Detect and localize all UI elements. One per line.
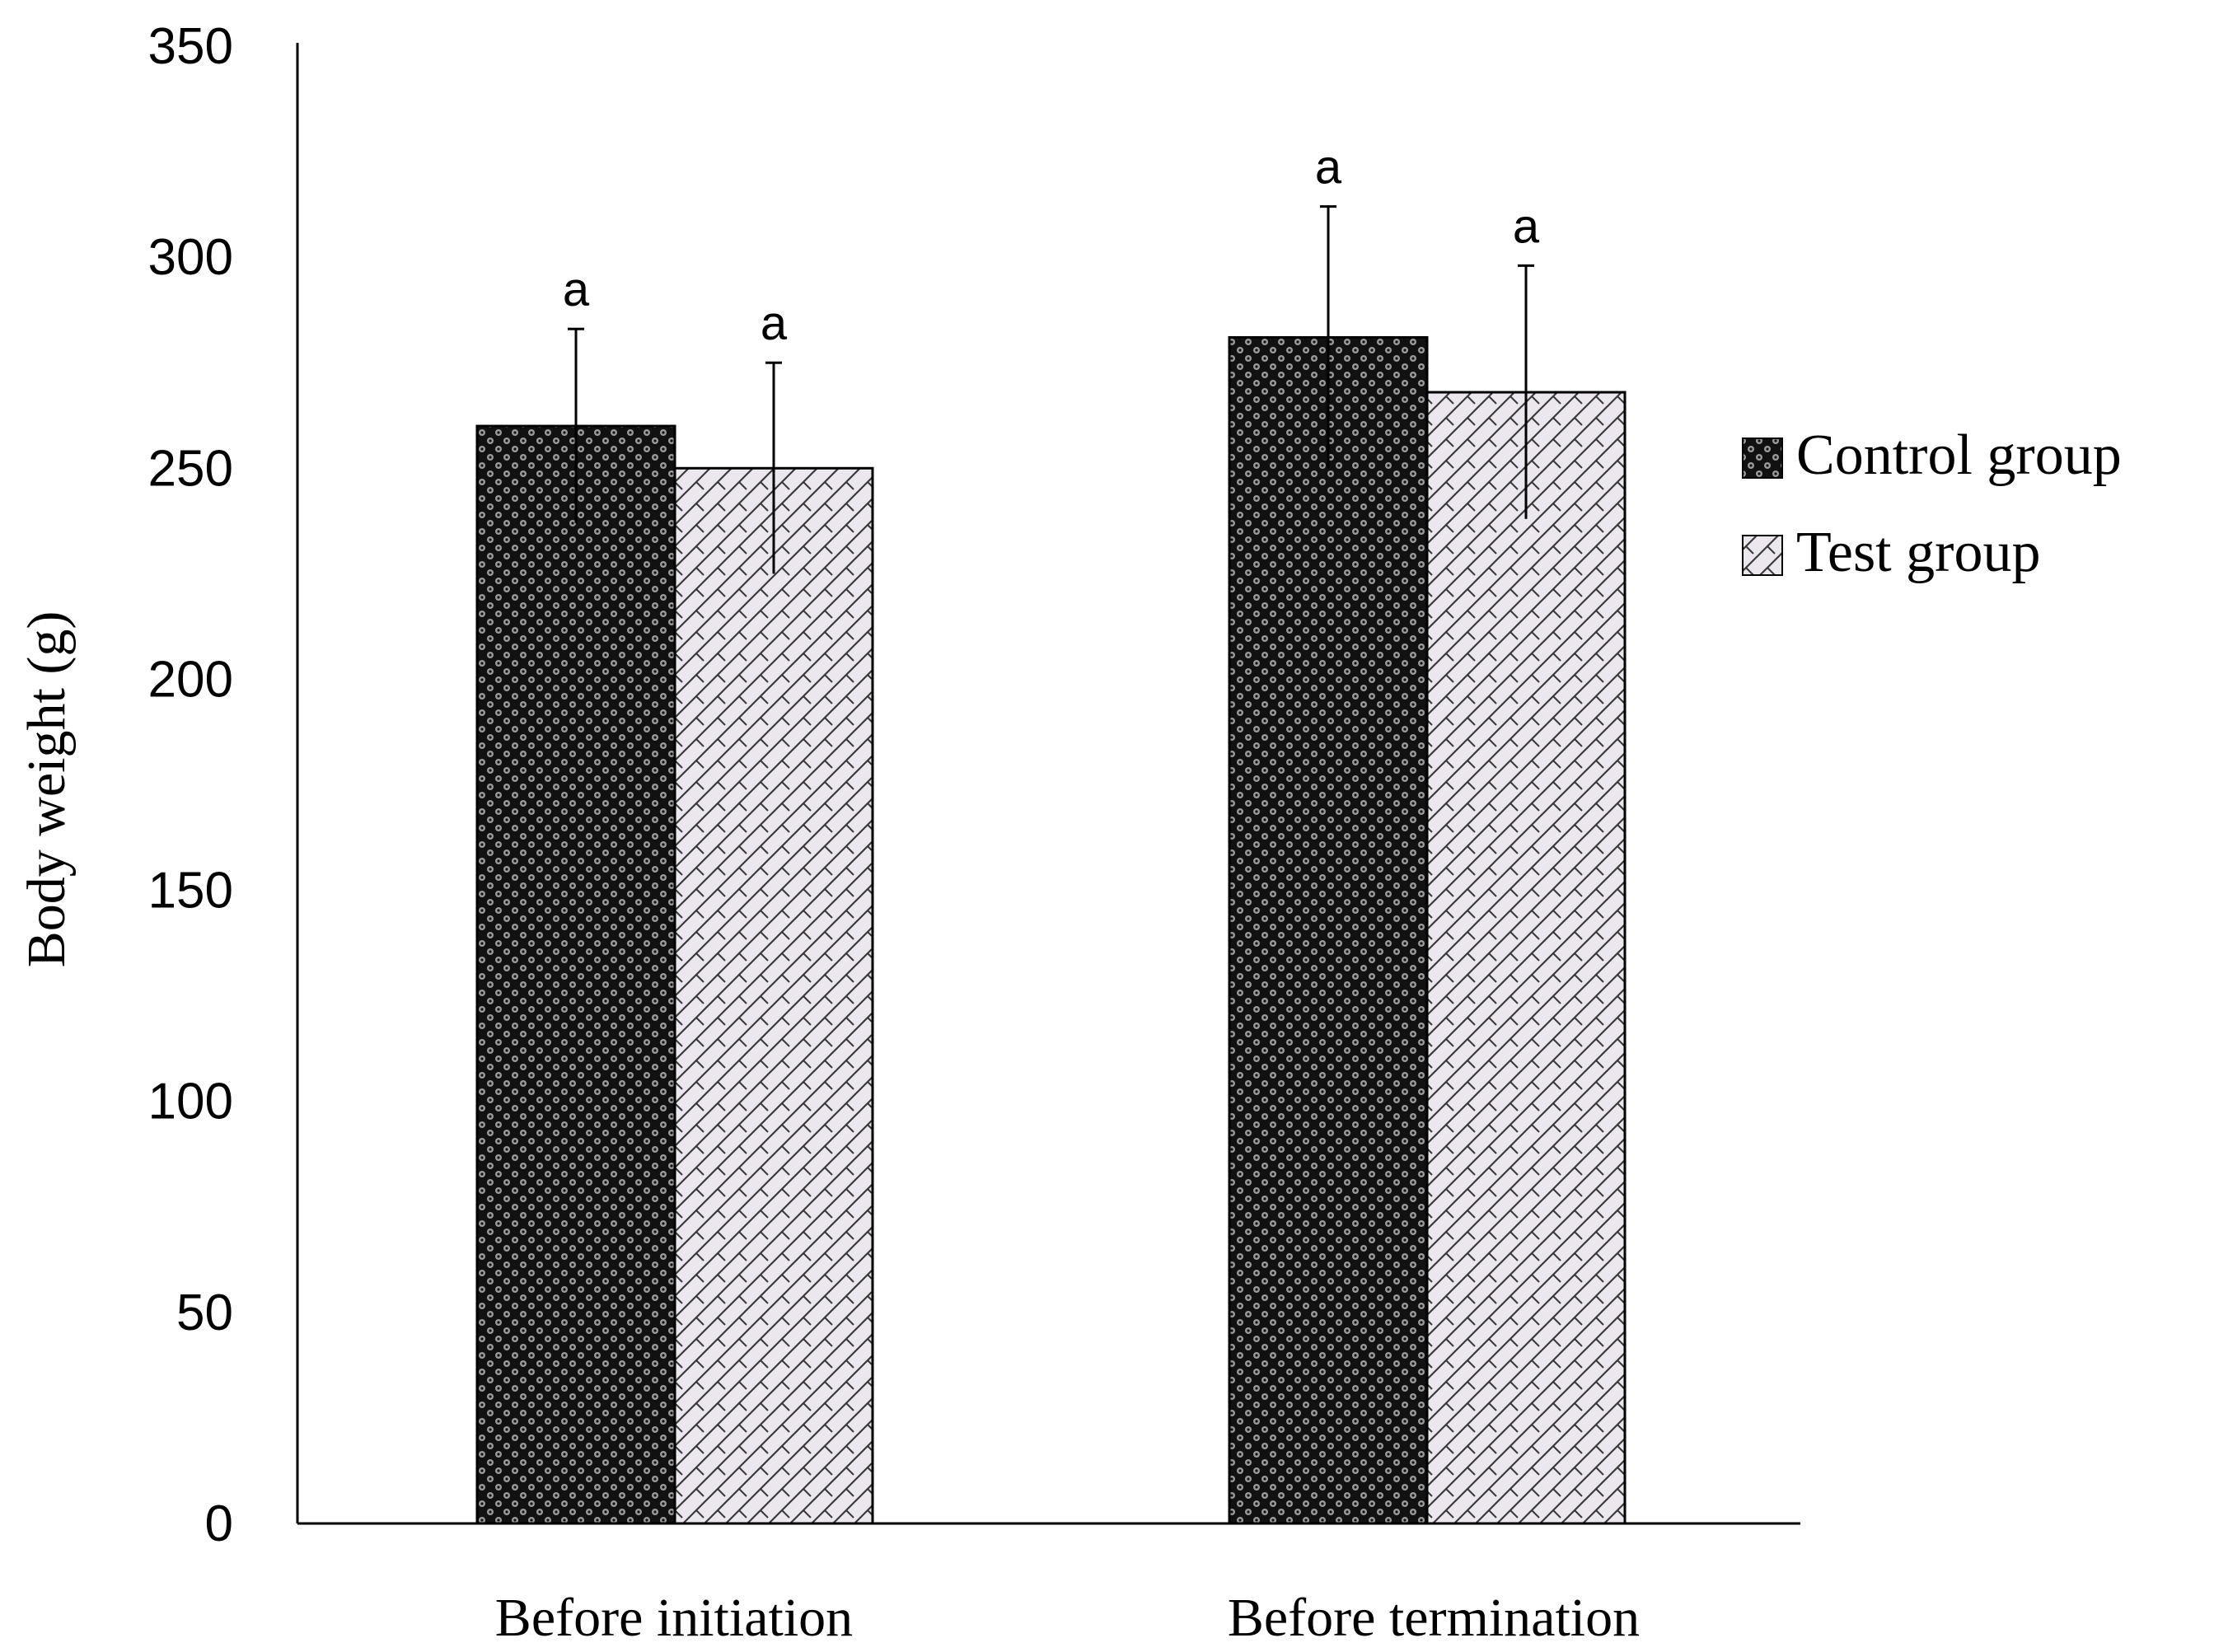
y-tick-label: 50 (176, 1285, 233, 1341)
bar-test-group (1425, 391, 1627, 1525)
y-tick-label: 300 (148, 229, 233, 286)
bar-control-group (475, 424, 676, 1525)
bar-test-group (673, 466, 874, 1525)
significance-label: a (761, 297, 788, 350)
category-label-before-initiation: Before initiation (495, 1588, 853, 1648)
y-tick-label: 150 (148, 863, 233, 920)
significance-label: a (1315, 141, 1342, 194)
plot-area: 0 50 100 150 200 250 300 350 a a a a (148, 18, 1800, 1552)
significance-label: a (1513, 199, 1540, 253)
legend-label-control-group: Control group (1796, 424, 2122, 487)
significance-label: a (563, 263, 590, 316)
legend-swatch-test-group (1742, 535, 1783, 576)
y-tick-label: 350 (148, 18, 233, 75)
y-axis-title: Body weight (g) (16, 611, 77, 968)
legend: Control group Test group (1742, 424, 2122, 584)
legend-swatch-control-group (1742, 438, 1783, 479)
y-tick-label: 0 (205, 1495, 233, 1552)
legend-label-test-group: Test group (1796, 521, 2040, 584)
y-tick-label: 200 (148, 651, 233, 708)
category-label-before-termination: Before termination (1228, 1588, 1640, 1648)
y-tick-label: 100 (148, 1074, 233, 1130)
bar-control-group (1228, 335, 1429, 1525)
y-tick-label: 250 (148, 440, 233, 497)
